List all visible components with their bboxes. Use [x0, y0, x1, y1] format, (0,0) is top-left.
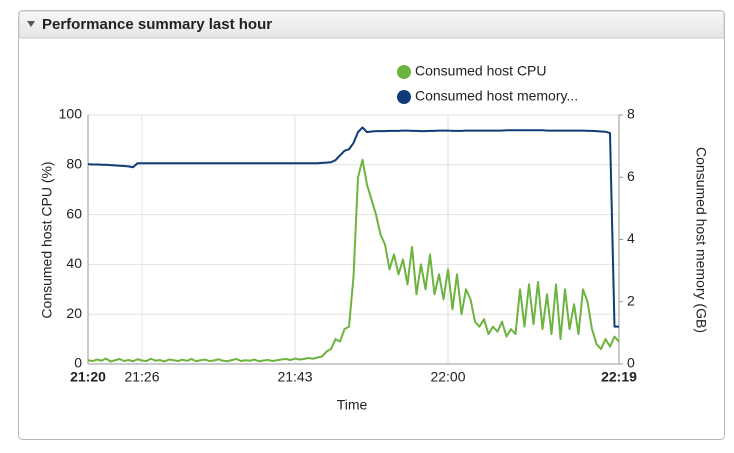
y2-tick-label: 0 — [627, 355, 635, 371]
x-tick-label: 21:26 — [124, 369, 159, 385]
legend-label[interactable]: Consumed host memory... — [415, 88, 578, 104]
y-tick-label: 80 — [66, 156, 82, 172]
collapse-icon[interactable] — [27, 21, 35, 27]
y2-tick-label: 6 — [627, 168, 635, 184]
y-tick-label: 20 — [66, 305, 82, 321]
legend-marker[interactable] — [397, 65, 411, 79]
legend-label[interactable]: Consumed host CPU — [415, 63, 547, 79]
x-axis-title: Time — [337, 397, 368, 413]
x-tick-label: 22:19 — [601, 369, 637, 385]
series-line — [87, 158, 620, 363]
y2-tick-label: 2 — [627, 292, 635, 308]
x-tick-label: 22:00 — [430, 369, 465, 385]
panel-title: Performance summary last hour — [42, 16, 272, 33]
x-tick-label: 21:20 — [70, 369, 106, 385]
y-axis-title: Consumed host CPU (%) — [39, 161, 55, 318]
panel-header[interactable] — [18, 10, 725, 39]
legend-marker[interactable] — [397, 90, 411, 104]
y-tick-label: 0 — [74, 355, 82, 371]
series-line — [87, 126, 619, 328]
y-tick-label: 60 — [66, 205, 82, 221]
y2-tick-label: 4 — [627, 230, 635, 246]
x-tick-label: 21:43 — [277, 369, 312, 385]
y-tick-label: 40 — [66, 255, 82, 271]
y2-tick-label: 8 — [627, 106, 635, 122]
y2-axis-title: Consumed host memory (GB) — [693, 147, 709, 333]
y-tick-label: 100 — [59, 106, 83, 122]
